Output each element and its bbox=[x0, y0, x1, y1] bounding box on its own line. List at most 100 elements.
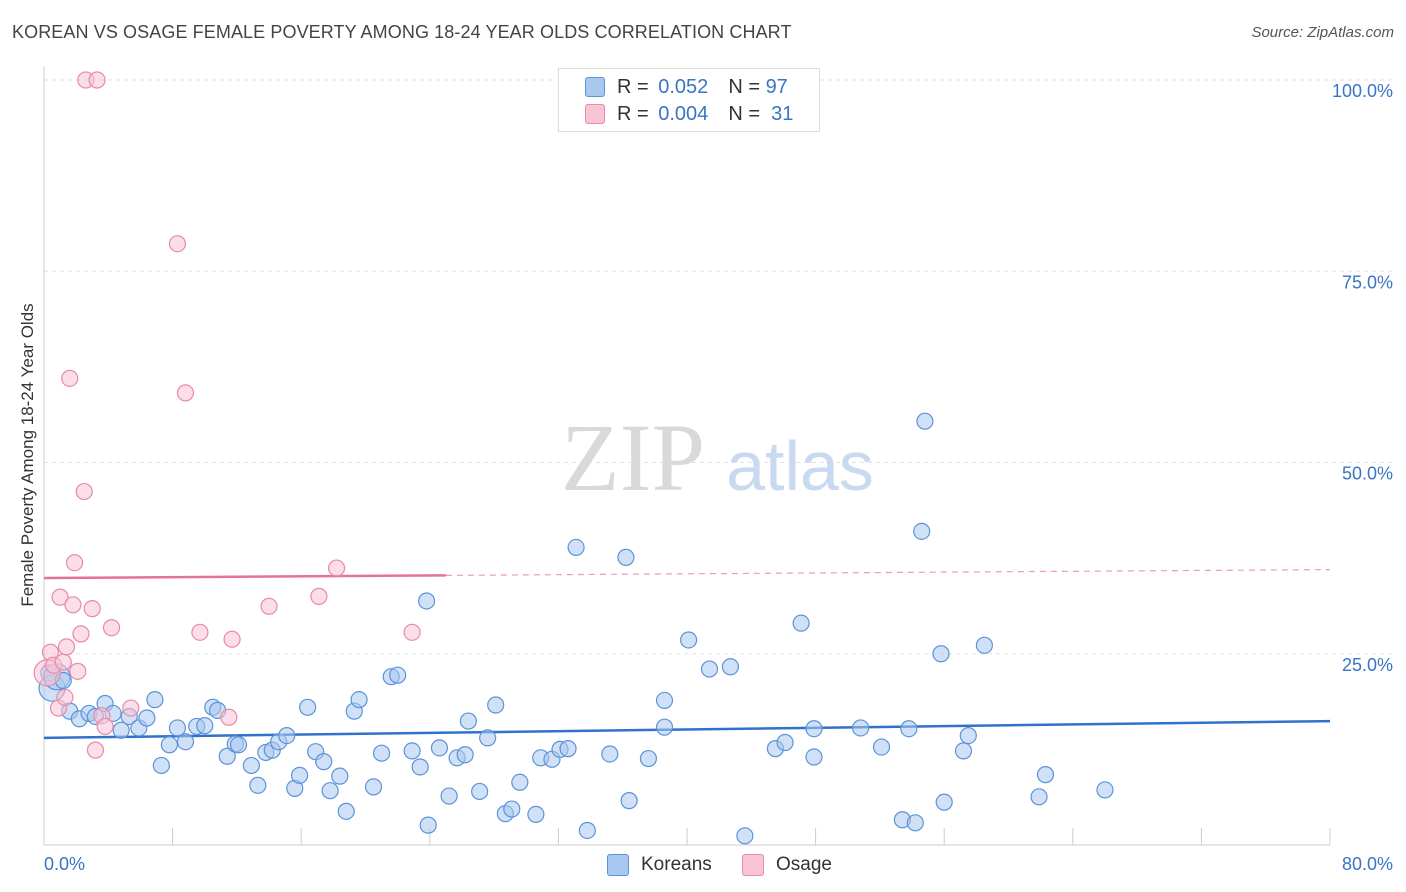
legend-n-value-koreans: 97 bbox=[765, 75, 788, 98]
osage-point bbox=[64, 596, 82, 614]
legend-r-value-osage: 0.004 bbox=[658, 102, 709, 125]
osage-point bbox=[102, 619, 121, 637]
korean-point bbox=[138, 709, 156, 727]
korean-point bbox=[152, 756, 170, 775]
trend-line-osage-dashed bbox=[445, 568, 1331, 576]
osage-point bbox=[191, 623, 209, 641]
korean-point bbox=[1036, 766, 1055, 784]
korean-point bbox=[229, 736, 248, 754]
korean-point bbox=[639, 749, 658, 768]
korean-point bbox=[900, 720, 918, 738]
osage-point bbox=[72, 625, 90, 643]
osage-point bbox=[86, 741, 105, 759]
bottom-legend-label-osage: Osage bbox=[776, 854, 832, 875]
korean-point bbox=[935, 793, 953, 811]
bottom-legend-swatch-osage bbox=[742, 854, 764, 876]
y-tick-label: 75.0% bbox=[1342, 272, 1393, 292]
korean-point bbox=[278, 727, 296, 745]
korean-point bbox=[389, 666, 407, 684]
korean-point bbox=[954, 742, 973, 760]
korean-point bbox=[620, 792, 638, 810]
legend-n-label: N = bbox=[728, 102, 760, 125]
correlation-legend: R = 0.052 N = 97 R = 0.004 N = 31 bbox=[558, 68, 820, 132]
osage-point bbox=[51, 588, 69, 606]
chart-title: KOREAN VS OSAGE FEMALE POVERTY AMONG 18-… bbox=[12, 22, 792, 42]
legend-row-koreans: R = 0.052 N = 97 bbox=[585, 74, 788, 100]
korean-point bbox=[559, 740, 577, 758]
osage-point bbox=[54, 653, 72, 671]
korean-point bbox=[364, 778, 383, 796]
trend-line-osage bbox=[43, 574, 446, 580]
korean-point bbox=[1030, 788, 1048, 806]
legend-swatch-koreans bbox=[585, 77, 605, 97]
korean-point bbox=[479, 729, 497, 747]
watermark-zip: ZIP bbox=[561, 404, 705, 511]
korean-point bbox=[218, 747, 236, 765]
data-points bbox=[33, 71, 1114, 845]
korean-point bbox=[511, 773, 529, 791]
bottom-legend-label-koreans: Koreans bbox=[641, 854, 712, 875]
korean-point bbox=[776, 733, 794, 752]
korean-point bbox=[736, 827, 754, 845]
osage-point bbox=[310, 587, 328, 605]
bottom-legend-osage[interactable]: Osage bbox=[742, 852, 832, 878]
korean-point bbox=[601, 745, 619, 763]
osage-point bbox=[61, 369, 79, 387]
korean-point bbox=[168, 719, 187, 737]
korean-point bbox=[372, 744, 391, 762]
osage-point bbox=[96, 717, 114, 736]
korean-point bbox=[242, 756, 260, 775]
osage-point bbox=[69, 662, 87, 680]
korean-point bbox=[249, 776, 267, 794]
osage-point bbox=[57, 638, 76, 656]
osage-point bbox=[65, 554, 84, 572]
osage-point bbox=[220, 708, 238, 726]
korean-point bbox=[456, 746, 474, 764]
korean-point bbox=[913, 522, 931, 540]
korean-point bbox=[299, 698, 317, 716]
legend-row-osage: R = 0.004 N = 31 bbox=[585, 101, 793, 127]
korean-point bbox=[315, 753, 333, 771]
korean-point bbox=[975, 636, 993, 654]
korean-point bbox=[872, 738, 891, 756]
korean-point bbox=[417, 592, 436, 610]
korean-point bbox=[487, 696, 505, 714]
osage-point bbox=[260, 597, 278, 615]
osage-point bbox=[223, 630, 241, 648]
source-label: Source: ZipAtlas.com bbox=[1251, 24, 1394, 41]
legend-r-label: R = bbox=[617, 102, 649, 125]
korean-point bbox=[411, 758, 429, 776]
tick-labels: 25.0% 50.0% 75.0% 100.0% 0.0% 80.0% bbox=[44, 81, 1393, 874]
osage-point bbox=[75, 482, 93, 501]
osage-point bbox=[56, 688, 74, 706]
osage-point bbox=[327, 559, 346, 577]
korean-point bbox=[805, 748, 823, 766]
osage-point bbox=[403, 623, 421, 641]
korean-point bbox=[916, 412, 934, 430]
korean-point bbox=[403, 742, 421, 760]
legend-n-value-osage: 31 bbox=[771, 102, 794, 125]
legend-swatch-osage bbox=[585, 104, 605, 124]
korean-point bbox=[700, 660, 719, 678]
watermark: ZIP atlas bbox=[561, 404, 874, 511]
grid-lines bbox=[44, 79, 1395, 655]
bottom-legend-koreans[interactable]: Koreans bbox=[607, 852, 712, 878]
trend-line-koreans bbox=[43, 719, 1331, 740]
korean-point bbox=[567, 538, 585, 557]
legend-r-value-koreans: 0.052 bbox=[658, 75, 709, 98]
korean-point bbox=[430, 739, 449, 757]
korean-point bbox=[655, 718, 674, 736]
y-tick-label: 100.0% bbox=[1332, 81, 1393, 101]
korean-point bbox=[655, 691, 674, 710]
osage-point bbox=[88, 71, 106, 89]
watermark-atlas: atlas bbox=[726, 427, 874, 505]
x-tick-label: 80.0% bbox=[1342, 854, 1393, 874]
korean-point bbox=[146, 691, 164, 709]
korean-point bbox=[1096, 781, 1114, 799]
y-tick-label: 50.0% bbox=[1342, 464, 1393, 484]
korean-point bbox=[527, 805, 545, 824]
y-axis-label: Female Poverty Among 18-24 Year Olds bbox=[18, 303, 37, 607]
korean-point bbox=[337, 802, 355, 820]
bottom-legend-swatch-koreans bbox=[607, 854, 629, 876]
